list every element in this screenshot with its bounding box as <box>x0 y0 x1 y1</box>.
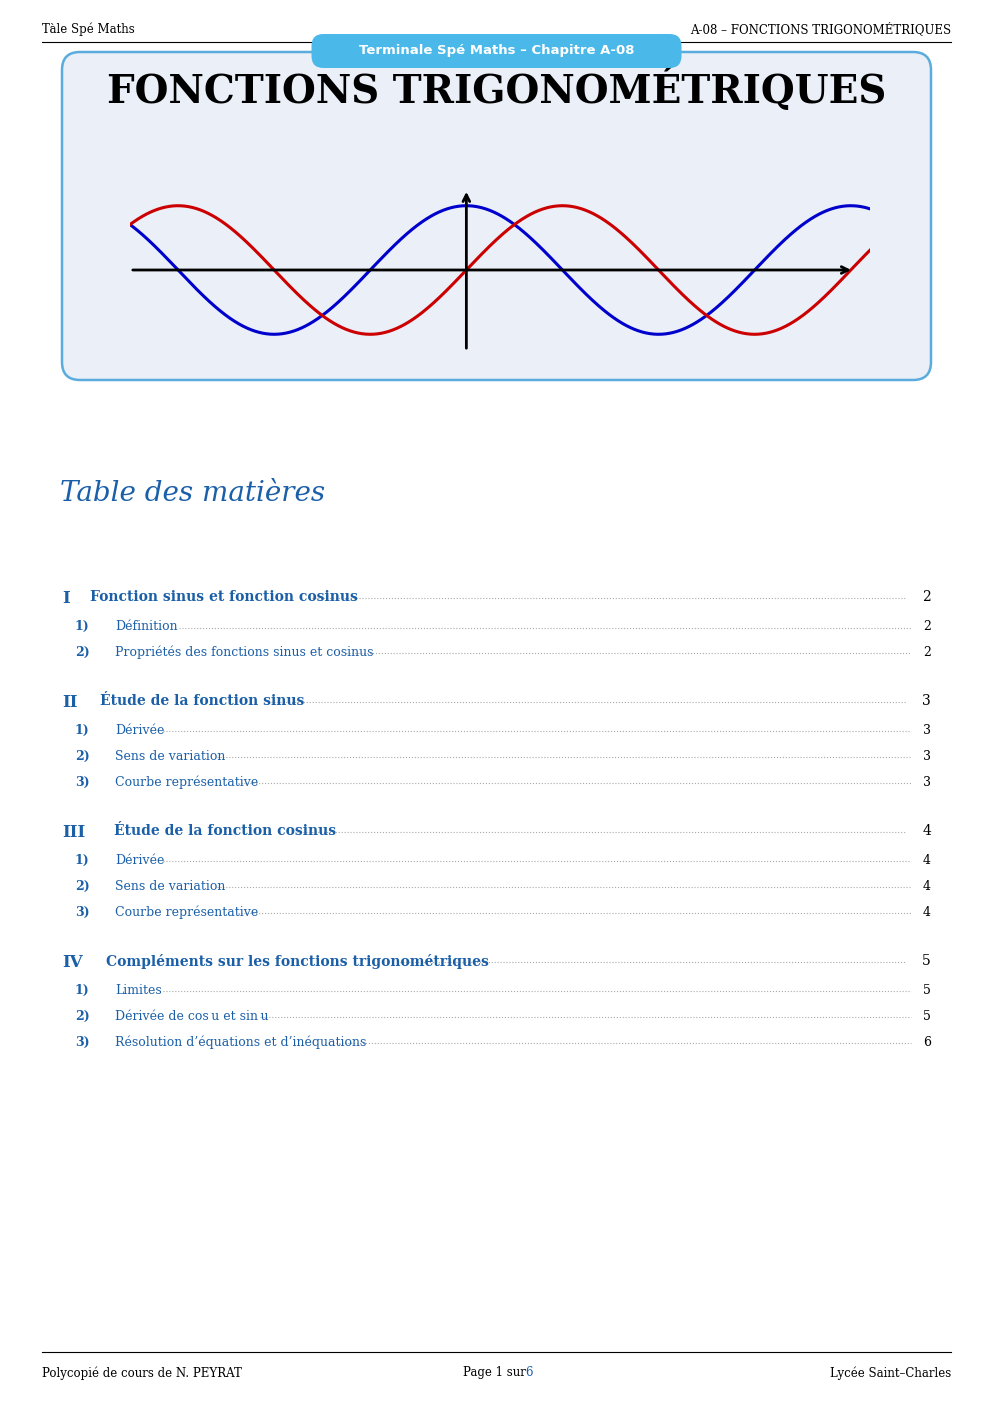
Text: 4: 4 <box>923 906 931 920</box>
Text: FONCTIONS TRIGONOMÉTRIQUES: FONCTIONS TRIGONOMÉTRIQUES <box>107 67 886 111</box>
Text: Propriétés des fonctions sinus et cosinus: Propriétés des fonctions sinus et cosinu… <box>115 646 373 660</box>
Text: 1): 1) <box>75 984 89 997</box>
Text: Page 1 sur: Page 1 sur <box>463 1366 530 1379</box>
Text: Polycopié de cours de N. PEYRAT: Polycopié de cours de N. PEYRAT <box>42 1366 242 1380</box>
Text: 3: 3 <box>923 750 931 762</box>
Text: 3): 3) <box>75 1036 89 1049</box>
Text: 2: 2 <box>923 621 931 633</box>
Text: 2: 2 <box>923 646 931 658</box>
Text: 6: 6 <box>525 1366 533 1379</box>
Text: Courbe représentative: Courbe représentative <box>115 776 258 789</box>
Text: IV: IV <box>62 953 82 972</box>
Text: Compléments sur les fonctions trigonométriques: Compléments sur les fonctions trigonomét… <box>106 953 489 969</box>
Text: 4: 4 <box>922 824 931 838</box>
Text: 1): 1) <box>75 621 89 633</box>
Text: 5: 5 <box>923 1009 931 1024</box>
Text: Dérivée: Dérivée <box>115 854 165 868</box>
Text: 5: 5 <box>923 984 931 997</box>
Text: III: III <box>62 824 85 841</box>
Text: 3): 3) <box>75 906 89 920</box>
FancyBboxPatch shape <box>62 52 931 380</box>
Text: 3): 3) <box>75 776 89 789</box>
Text: 2): 2) <box>75 1009 89 1024</box>
Text: Résolution d’équations et d’inéquations: Résolution d’équations et d’inéquations <box>115 1036 366 1050</box>
Text: 3: 3 <box>923 724 931 737</box>
Text: Définition: Définition <box>115 621 178 633</box>
Text: Lycée Saint–Charles: Lycée Saint–Charles <box>830 1366 951 1380</box>
Text: Sens de variation: Sens de variation <box>115 880 225 893</box>
Text: 2: 2 <box>922 590 931 604</box>
Text: Terminale Spé Maths – Chapitre A-08: Terminale Spé Maths – Chapitre A-08 <box>358 44 635 58</box>
Text: 4: 4 <box>923 854 931 868</box>
Text: 3: 3 <box>922 694 931 708</box>
Text: 1): 1) <box>75 854 89 868</box>
Text: Étude de la fonction cosinus: Étude de la fonction cosinus <box>114 824 336 838</box>
Text: Fonction sinus et fonction cosinus: Fonction sinus et fonction cosinus <box>90 590 357 604</box>
Text: Tàle Spé Maths: Tàle Spé Maths <box>42 22 135 35</box>
Text: A-08 – FONCTIONS TRIGONOMÉTRIQUES: A-08 – FONCTIONS TRIGONOMÉTRIQUES <box>690 22 951 37</box>
Text: Sens de variation: Sens de variation <box>115 750 225 762</box>
Text: Étude de la fonction sinus: Étude de la fonction sinus <box>100 694 305 708</box>
Text: Courbe représentative: Courbe représentative <box>115 906 258 920</box>
FancyBboxPatch shape <box>312 34 681 67</box>
Text: 6: 6 <box>923 1036 931 1049</box>
Text: 2): 2) <box>75 880 89 893</box>
Text: Dérivée: Dérivée <box>115 724 165 737</box>
Text: 1): 1) <box>75 724 89 737</box>
Text: Dérivée de cos u et sin u: Dérivée de cos u et sin u <box>115 1009 268 1024</box>
Text: Limites: Limites <box>115 984 162 997</box>
Text: 3: 3 <box>923 776 931 789</box>
Text: 4: 4 <box>923 880 931 893</box>
Text: Table des matières: Table des matières <box>60 480 325 507</box>
Text: 2): 2) <box>75 646 89 658</box>
Text: I: I <box>62 590 70 607</box>
Text: 5: 5 <box>922 953 931 967</box>
Text: 2): 2) <box>75 750 89 762</box>
Text: II: II <box>62 694 77 710</box>
